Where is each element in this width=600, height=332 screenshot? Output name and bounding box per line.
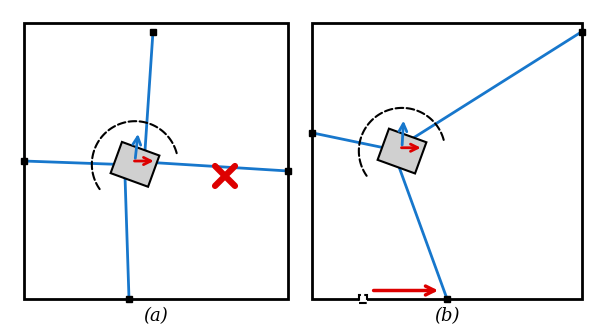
Bar [444, 296, 450, 302]
Bar [579, 29, 585, 35]
Text: (b): (b) [434, 307, 460, 325]
Bar [126, 296, 132, 302]
Bar [309, 130, 315, 136]
Polygon shape [377, 128, 427, 174]
Text: (a): (a) [143, 307, 169, 325]
Bar [24, 23, 288, 299]
Bar [312, 23, 582, 299]
Bar [359, 295, 367, 303]
Bar [285, 168, 291, 174]
Bar [21, 158, 27, 164]
Polygon shape [110, 142, 160, 187]
Bar [150, 29, 156, 35]
